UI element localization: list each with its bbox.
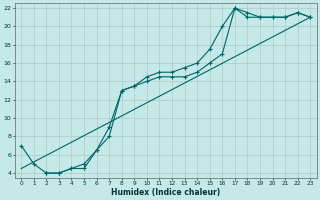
X-axis label: Humidex (Indice chaleur): Humidex (Indice chaleur) [111,188,220,197]
